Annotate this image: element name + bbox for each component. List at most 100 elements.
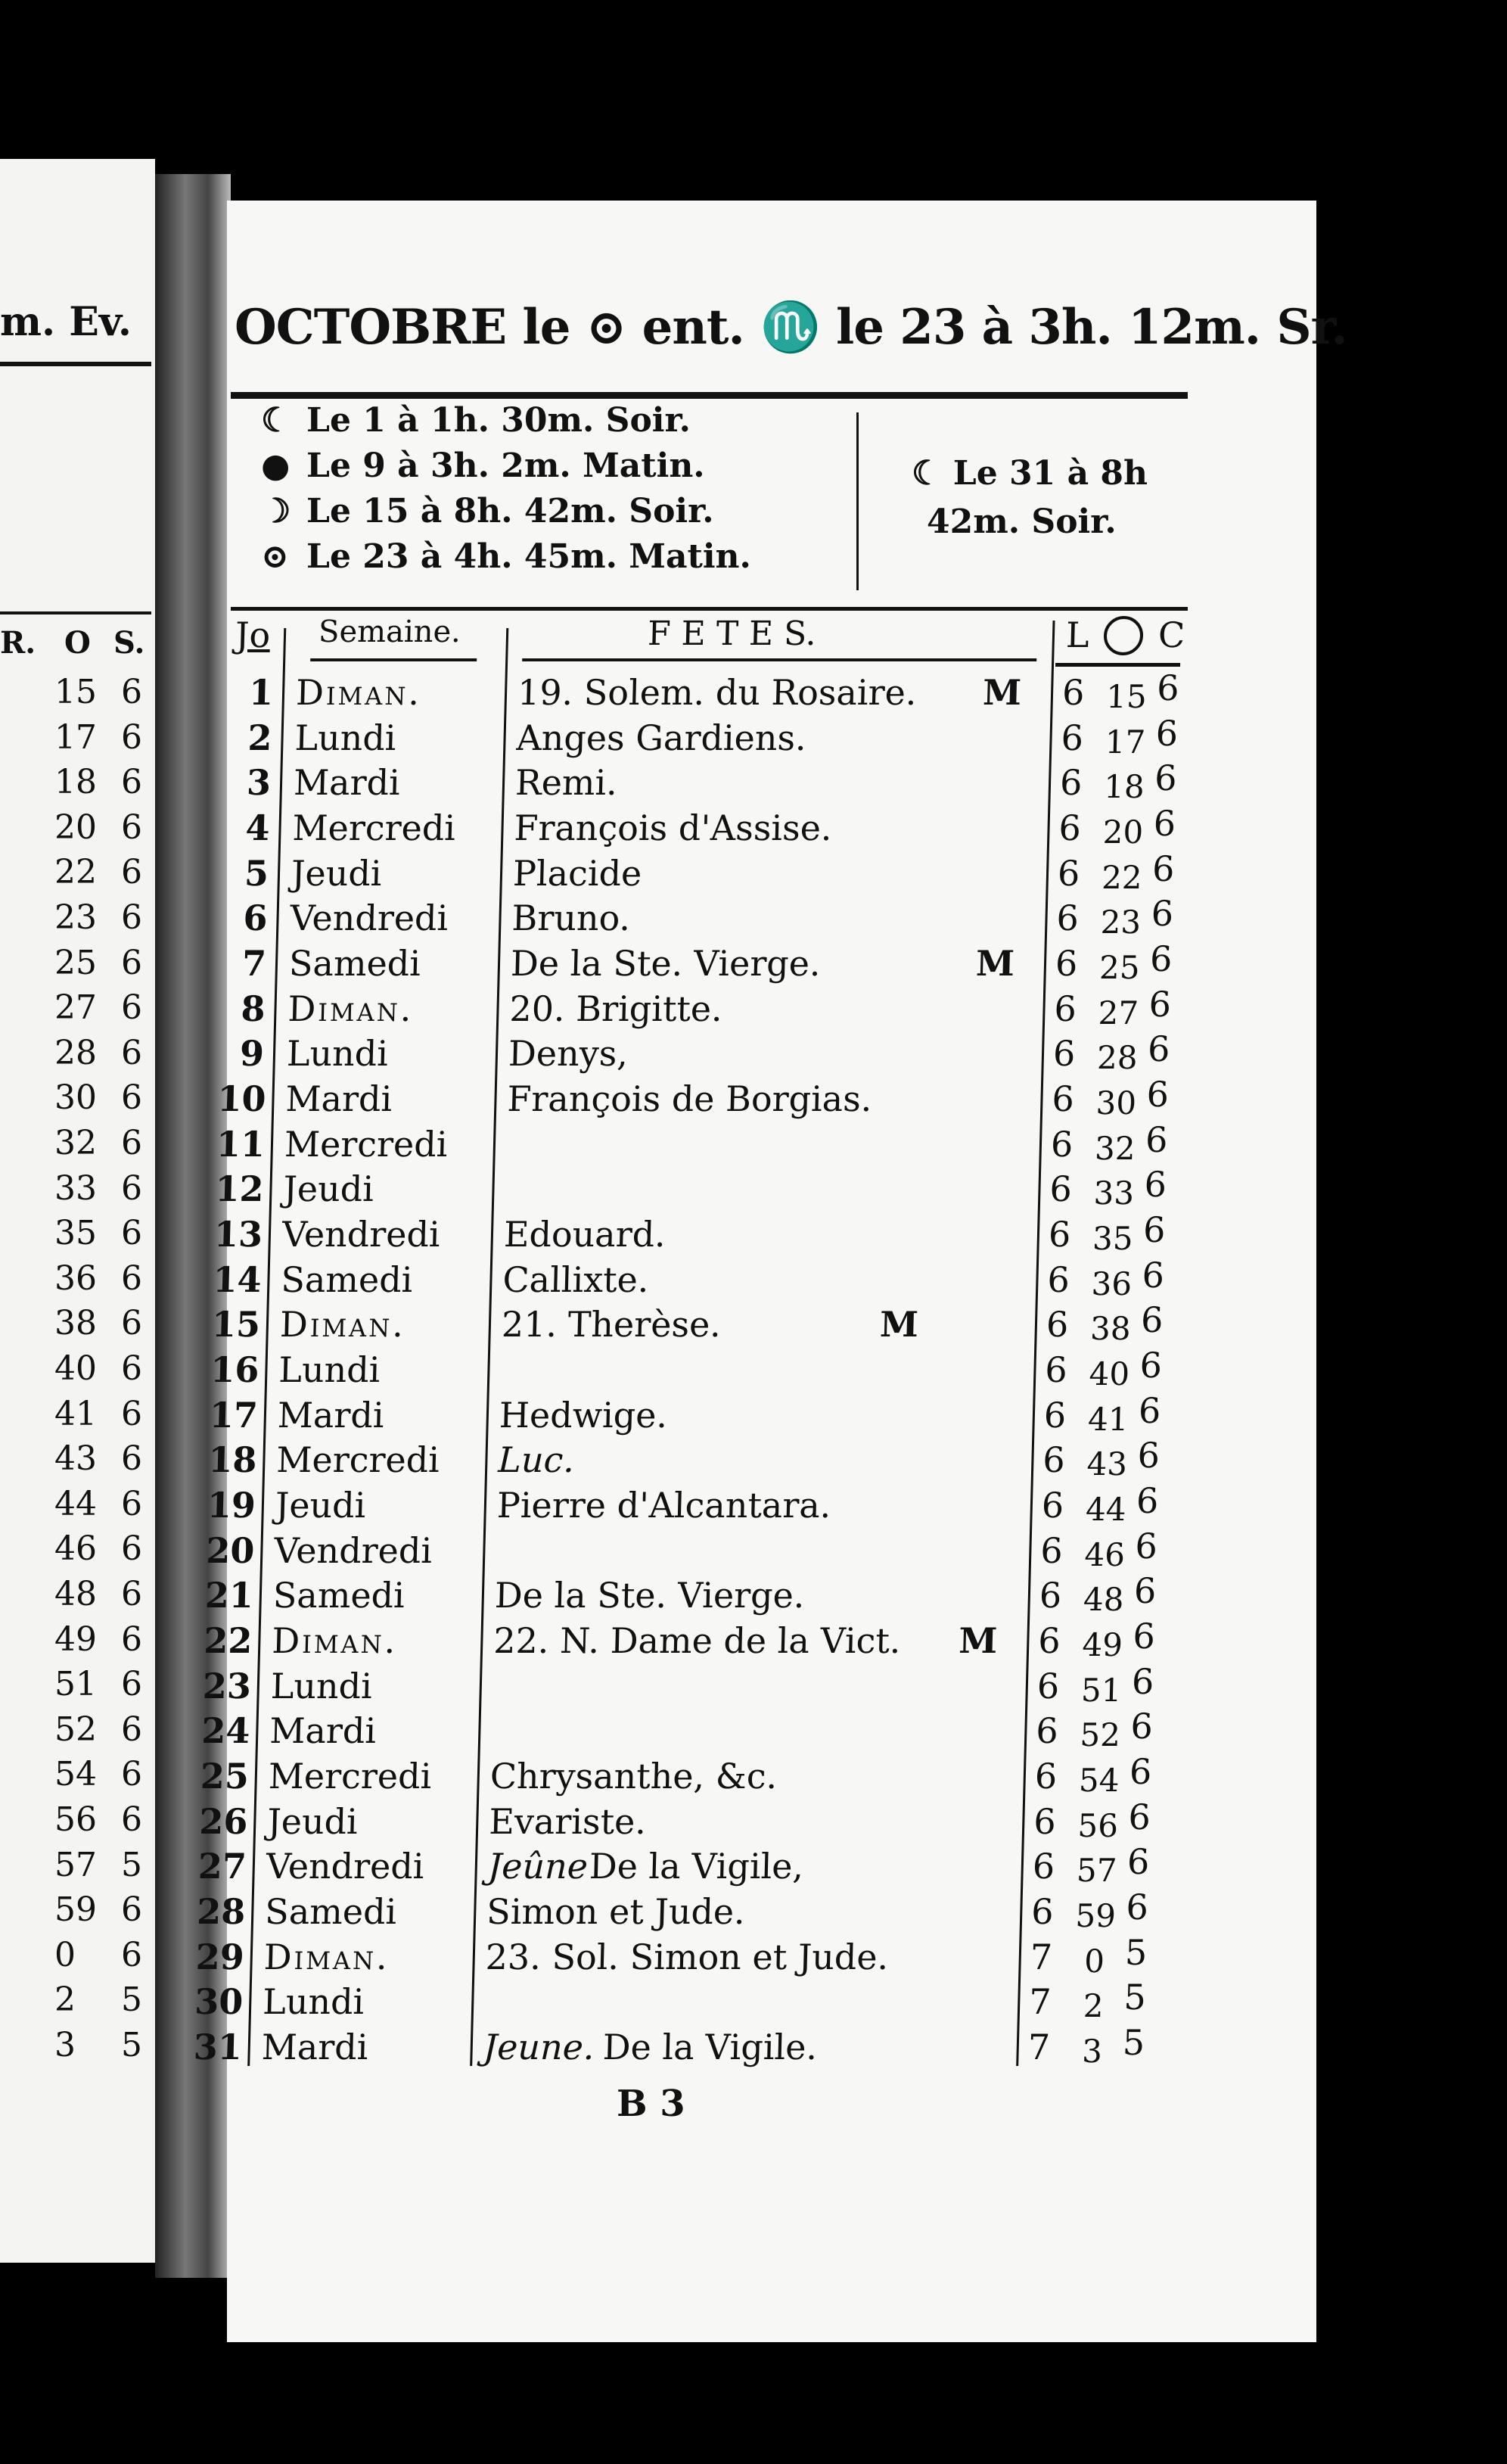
sunset-hour: 6 bbox=[1145, 1074, 1170, 1115]
left-row-minutes: 41 bbox=[54, 1394, 97, 1433]
left-row-minutes: 32 bbox=[54, 1124, 97, 1162]
sunrise-hour: 6 bbox=[1043, 1394, 1067, 1436]
sunrise-hour: 6 bbox=[1039, 1529, 1064, 1571]
day-number: 12 bbox=[214, 1168, 265, 1210]
sunrise-minute: 33 bbox=[1093, 1174, 1135, 1212]
sunrise-hour: 6 bbox=[1041, 1485, 1064, 1526]
moon-marker: M bbox=[975, 943, 1015, 985]
previous-page-fragment bbox=[0, 159, 155, 2263]
fete-name: Bruno. bbox=[511, 898, 631, 939]
moon-phase-text: Le 23 à 4h. 45m. Matin. bbox=[306, 537, 751, 576]
sunrise-hour: 6 bbox=[1055, 943, 1079, 985]
left-row-hours: 6 bbox=[121, 1890, 142, 1930]
left-row-hours: 6 bbox=[121, 673, 142, 711]
moon-extra-line1: ☾ Le 31 à 8h bbox=[912, 454, 1148, 493]
day-number: 28 bbox=[196, 1891, 247, 1933]
sunrise-hour: 6 bbox=[1046, 1258, 1070, 1300]
weekday: Mardi bbox=[277, 1394, 385, 1436]
sunrise-hour: 7 bbox=[1027, 2027, 1051, 2068]
fete-name: De la Ste. Vierge. bbox=[510, 943, 822, 985]
fete-italic: Luc. bbox=[497, 1439, 575, 1481]
sunset-hour: 6 bbox=[1153, 803, 1176, 844]
left-row-minutes: 43 bbox=[54, 1439, 97, 1479]
header-rule bbox=[231, 392, 1188, 399]
sunrise-hour: 6 bbox=[1061, 672, 1086, 713]
left-row-minutes: 15 bbox=[54, 673, 97, 711]
sunset-hour: 6 bbox=[1133, 1570, 1157, 1612]
sunrise-minute: 49 bbox=[1081, 1626, 1123, 1664]
sunrise-minute: 44 bbox=[1085, 1491, 1127, 1529]
left-row-hours: 5 bbox=[121, 2026, 142, 2064]
day-number: 14 bbox=[212, 1258, 263, 1300]
header-fetes: F E T E S. bbox=[647, 614, 817, 653]
sunrise-hour: 6 bbox=[1060, 717, 1084, 758]
fete-name: François d'Assise. bbox=[513, 807, 833, 848]
weekday: Diman. bbox=[271, 1620, 399, 1662]
left-row-hours: 6 bbox=[121, 1258, 142, 1298]
sunrise-hour: 6 bbox=[1030, 1891, 1055, 1933]
weekday: Mercredi bbox=[275, 1439, 440, 1481]
left-row-minutes: 48 bbox=[54, 1575, 97, 1613]
sunset-hour: 6 bbox=[1136, 1435, 1161, 1476]
sunset-hour: 6 bbox=[1138, 1389, 1162, 1431]
sunrise-minute: 40 bbox=[1088, 1355, 1130, 1393]
sunrise-hour: 6 bbox=[1050, 1123, 1074, 1165]
day-number: 30 bbox=[194, 1981, 244, 2023]
weekday: Jeudi bbox=[291, 852, 383, 894]
sunrise-hour: 6 bbox=[1058, 807, 1082, 848]
sunrise-minute: 22 bbox=[1101, 858, 1143, 896]
sunrise-minute: 41 bbox=[1087, 1400, 1129, 1438]
left-header-fragment: m. Ev. bbox=[0, 299, 132, 345]
sunrise-hour: 7 bbox=[1028, 1981, 1052, 2023]
fete-name: Pierre d'Alcantara. bbox=[496, 1485, 832, 1526]
day-number: 20 bbox=[205, 1529, 256, 1571]
sunrise-hour: 6 bbox=[1049, 1168, 1073, 1210]
weekday: Mardi bbox=[284, 1078, 393, 1120]
sunrise-minute: 30 bbox=[1095, 1084, 1137, 1122]
left-row-minutes: 57 bbox=[54, 1845, 97, 1884]
sunset-hour: 6 bbox=[1149, 938, 1173, 980]
weekday: Jeudi bbox=[282, 1168, 374, 1210]
sunrise-hour: 6 bbox=[1055, 898, 1080, 939]
weekday: Diman. bbox=[287, 988, 415, 1029]
sunset-hour: 5 bbox=[1123, 1977, 1147, 2018]
sunset-hour: 6 bbox=[1142, 1209, 1167, 1251]
fete-name: Edouard. bbox=[503, 1214, 666, 1255]
sunrise-hour: 6 bbox=[1039, 1575, 1062, 1616]
left-row-hours: 6 bbox=[121, 1665, 142, 1704]
sunrise-minute: 3 bbox=[1081, 2033, 1103, 2070]
fete-name: 19. Solem. du Rosaire. bbox=[517, 672, 918, 713]
day-number: 15 bbox=[211, 1304, 261, 1346]
book-gutter bbox=[155, 174, 231, 2278]
sunrise-minute: 32 bbox=[1094, 1129, 1136, 1167]
day-number: 25 bbox=[200, 1756, 250, 1797]
sunrise-minute: 2 bbox=[1083, 1987, 1105, 2025]
moon-marker: M bbox=[879, 1304, 919, 1346]
weekday: Mardi bbox=[293, 762, 401, 804]
day-number: 9 bbox=[239, 1033, 265, 1075]
left-row-hours: 6 bbox=[121, 1619, 142, 1659]
weekday: Lundi bbox=[278, 1349, 381, 1391]
moon-marker: M bbox=[982, 672, 1022, 713]
signature-mark: B 3 bbox=[617, 2083, 685, 2125]
sunrise-minute: 17 bbox=[1105, 723, 1146, 761]
sunrise-hour: 6 bbox=[1034, 1756, 1058, 1797]
sunrise-hour: 6 bbox=[1053, 988, 1077, 1029]
sunrise-minute: 28 bbox=[1096, 1039, 1139, 1077]
left-row-minutes: 0 bbox=[54, 1935, 76, 1974]
left-row-hours: 6 bbox=[121, 853, 142, 892]
sunrise-hour: 6 bbox=[1059, 762, 1083, 804]
weekday: Mardi bbox=[261, 2027, 369, 2068]
sun-icon: ⊙ bbox=[586, 299, 627, 356]
sunrise-minute: 52 bbox=[1079, 1716, 1121, 1754]
fete-name: Denys, bbox=[508, 1033, 629, 1075]
sunset-hour: 6 bbox=[1147, 1028, 1171, 1070]
table-top-rule bbox=[231, 607, 1188, 611]
weekday: Mardi bbox=[269, 1710, 377, 1752]
sunrise-hour: 6 bbox=[1048, 1214, 1071, 1255]
left-row-hours: 5 bbox=[121, 1980, 142, 2020]
sunrise-hour: 6 bbox=[1032, 1846, 1055, 1887]
weekday: Samedi bbox=[272, 1575, 405, 1616]
sunrise-hour: 6 bbox=[1044, 1349, 1068, 1391]
